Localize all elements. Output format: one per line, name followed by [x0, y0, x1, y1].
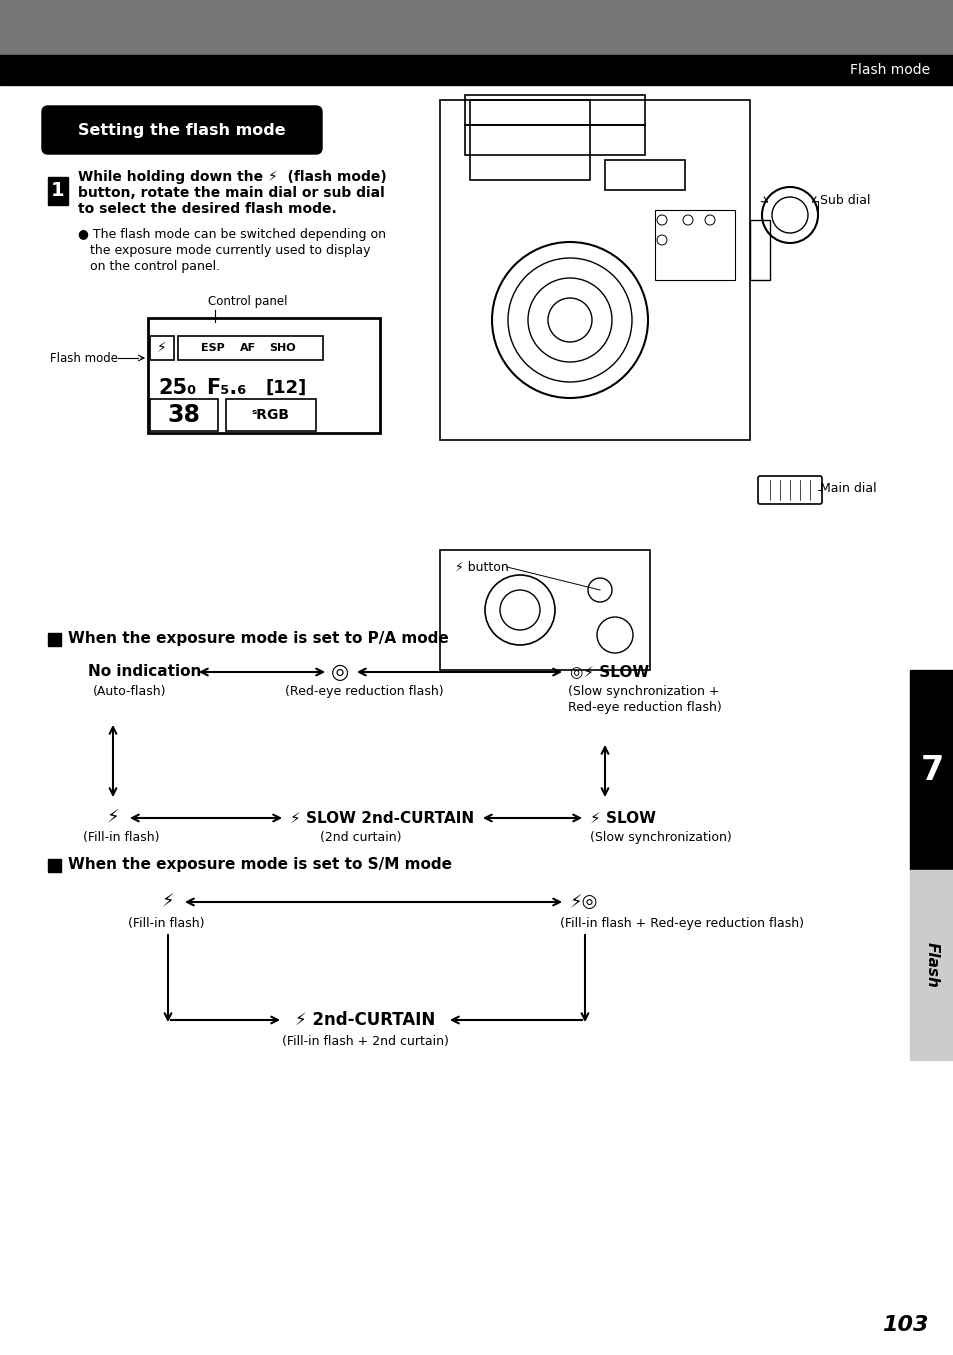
- Bar: [48, 178, 68, 205]
- Text: (Slow synchronization): (Slow synchronization): [589, 832, 731, 844]
- Bar: [150, 336, 173, 360]
- Bar: [655, 210, 734, 280]
- Text: (2nd curtain): (2nd curtain): [319, 832, 401, 844]
- Text: ˢRGB: ˢRGB: [252, 408, 290, 421]
- Text: Flash: Flash: [923, 942, 939, 988]
- Text: 25₀: 25₀: [158, 378, 196, 398]
- Text: ⚡ SLOW: ⚡ SLOW: [589, 810, 656, 825]
- Text: Sub dial: Sub dial: [820, 194, 869, 206]
- Text: ⚡: ⚡: [157, 341, 167, 355]
- Bar: [909, 669, 953, 870]
- Bar: [178, 336, 323, 360]
- Text: to select the desired flash mode.: to select the desired flash mode.: [78, 202, 336, 215]
- Text: While holding down the ⚡  (flash mode): While holding down the ⚡ (flash mode): [78, 169, 386, 184]
- Text: ⚡: ⚡: [107, 809, 119, 827]
- Text: ⚡ SLOW 2nd-CURTAIN: ⚡ SLOW 2nd-CURTAIN: [290, 810, 474, 825]
- Text: (Slow synchronization +: (Slow synchronization +: [567, 686, 719, 698]
- Bar: [464, 125, 644, 154]
- Text: ⚡ 2nd-CURTAIN: ⚡ 2nd-CURTAIN: [294, 1011, 435, 1028]
- Text: AF: AF: [240, 343, 255, 354]
- Bar: [0, 56, 953, 85]
- Text: Red-eye reduction flash): Red-eye reduction flash): [567, 701, 721, 714]
- Bar: [48, 859, 61, 873]
- Text: [12]: [12]: [266, 379, 307, 397]
- Text: When the exposure mode is set to S/M mode: When the exposure mode is set to S/M mod…: [68, 858, 452, 873]
- Text: No indication: No indication: [88, 664, 201, 679]
- Bar: [439, 100, 749, 440]
- Bar: [148, 318, 379, 434]
- Bar: [604, 160, 684, 190]
- Text: SHO: SHO: [270, 343, 296, 354]
- Text: (Auto-flash): (Auto-flash): [92, 686, 167, 698]
- Text: ● The flash mode can be switched depending on: ● The flash mode can be switched dependi…: [78, 228, 386, 241]
- Bar: [909, 870, 953, 1060]
- Text: ⚡: ⚡: [161, 893, 174, 911]
- Text: ◎: ◎: [331, 663, 349, 682]
- Bar: [150, 398, 218, 431]
- Text: (Fill-in flash): (Fill-in flash): [128, 917, 204, 931]
- Text: F₅.₆: F₅.₆: [206, 378, 246, 398]
- Text: ◎⚡ SLOW: ◎⚡ SLOW: [569, 664, 649, 679]
- Text: 7: 7: [920, 753, 943, 786]
- Text: Flash mode: Flash mode: [849, 62, 929, 77]
- Text: the exposure mode currently used to display: the exposure mode currently used to disp…: [90, 244, 370, 257]
- Text: 38: 38: [168, 402, 200, 427]
- Text: 1: 1: [51, 182, 65, 201]
- Text: Setting the flash mode: Setting the flash mode: [78, 122, 286, 137]
- Bar: [749, 220, 769, 280]
- Text: Control panel: Control panel: [208, 295, 288, 309]
- Bar: [464, 95, 644, 125]
- Text: When the exposure mode is set to P/A mode: When the exposure mode is set to P/A mod…: [68, 631, 448, 646]
- Text: button, rotate the main dial or sub dial: button, rotate the main dial or sub dial: [78, 186, 384, 201]
- Text: (Fill-in flash + 2nd curtain): (Fill-in flash + 2nd curtain): [281, 1035, 448, 1049]
- Text: Main dial: Main dial: [820, 481, 876, 495]
- Bar: [0, 0, 953, 56]
- Bar: [439, 550, 649, 669]
- Bar: [226, 398, 315, 431]
- Text: Flash mode: Flash mode: [50, 351, 118, 364]
- Text: (Fill-in flash + Red-eye reduction flash): (Fill-in flash + Red-eye reduction flash…: [559, 917, 803, 931]
- Bar: [48, 633, 61, 646]
- Text: (Red-eye reduction flash): (Red-eye reduction flash): [285, 686, 443, 698]
- Text: 103: 103: [881, 1314, 927, 1335]
- FancyBboxPatch shape: [42, 106, 322, 154]
- Text: on the control panel.: on the control panel.: [90, 260, 220, 272]
- Text: (Fill-in flash): (Fill-in flash): [83, 832, 159, 844]
- Bar: [470, 100, 589, 180]
- Text: ⚡◎: ⚡◎: [569, 893, 598, 911]
- Text: ⚡ button: ⚡ button: [455, 561, 508, 573]
- Text: ESP: ESP: [201, 343, 225, 354]
